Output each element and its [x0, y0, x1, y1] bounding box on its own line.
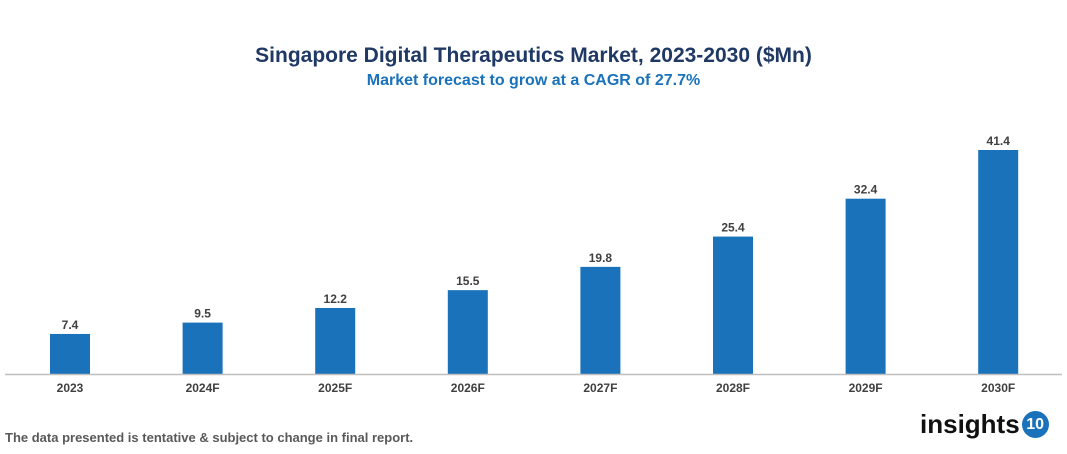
insights10-logo: insights 10 — [920, 409, 1049, 440]
data-label: 32.4 — [854, 183, 878, 197]
disclaimer-note: The data presented is tentative & subjec… — [5, 430, 414, 445]
bar — [182, 322, 223, 374]
chart-title: Singapore Digital Therapeutics Market, 2… — [255, 44, 812, 67]
x-tick-label: 2028F — [716, 381, 750, 395]
data-label: 9.5 — [194, 307, 211, 321]
data-label: 7.4 — [62, 318, 79, 332]
x-tick-label: 2026F — [451, 381, 485, 395]
bar — [845, 198, 886, 374]
bar — [50, 333, 90, 374]
x-tick-label: 2023 — [57, 381, 84, 395]
x-tick-label: 2025F — [318, 381, 352, 395]
data-label: 12.2 — [324, 292, 348, 306]
bar — [447, 290, 488, 374]
data-label: 41.4 — [987, 134, 1011, 148]
data-label: 25.4 — [721, 221, 745, 235]
logo-text: insights — [920, 409, 1020, 439]
logo-badge: 10 — [1021, 411, 1049, 438]
x-tick-label: 2024F — [186, 381, 220, 395]
bar — [580, 266, 621, 374]
x-tick-label: 2029F — [849, 381, 883, 395]
bar — [315, 307, 356, 374]
data-label: 15.5 — [456, 274, 480, 288]
bar — [978, 150, 1019, 374]
data-label: 19.8 — [589, 251, 613, 265]
x-tick-label: 2030F — [981, 381, 1015, 395]
bar — [713, 236, 753, 374]
x-tick-label: 2027F — [583, 381, 617, 395]
chart-subtitle: Market forecast to grow at a CAGR of 27.… — [366, 72, 701, 89]
